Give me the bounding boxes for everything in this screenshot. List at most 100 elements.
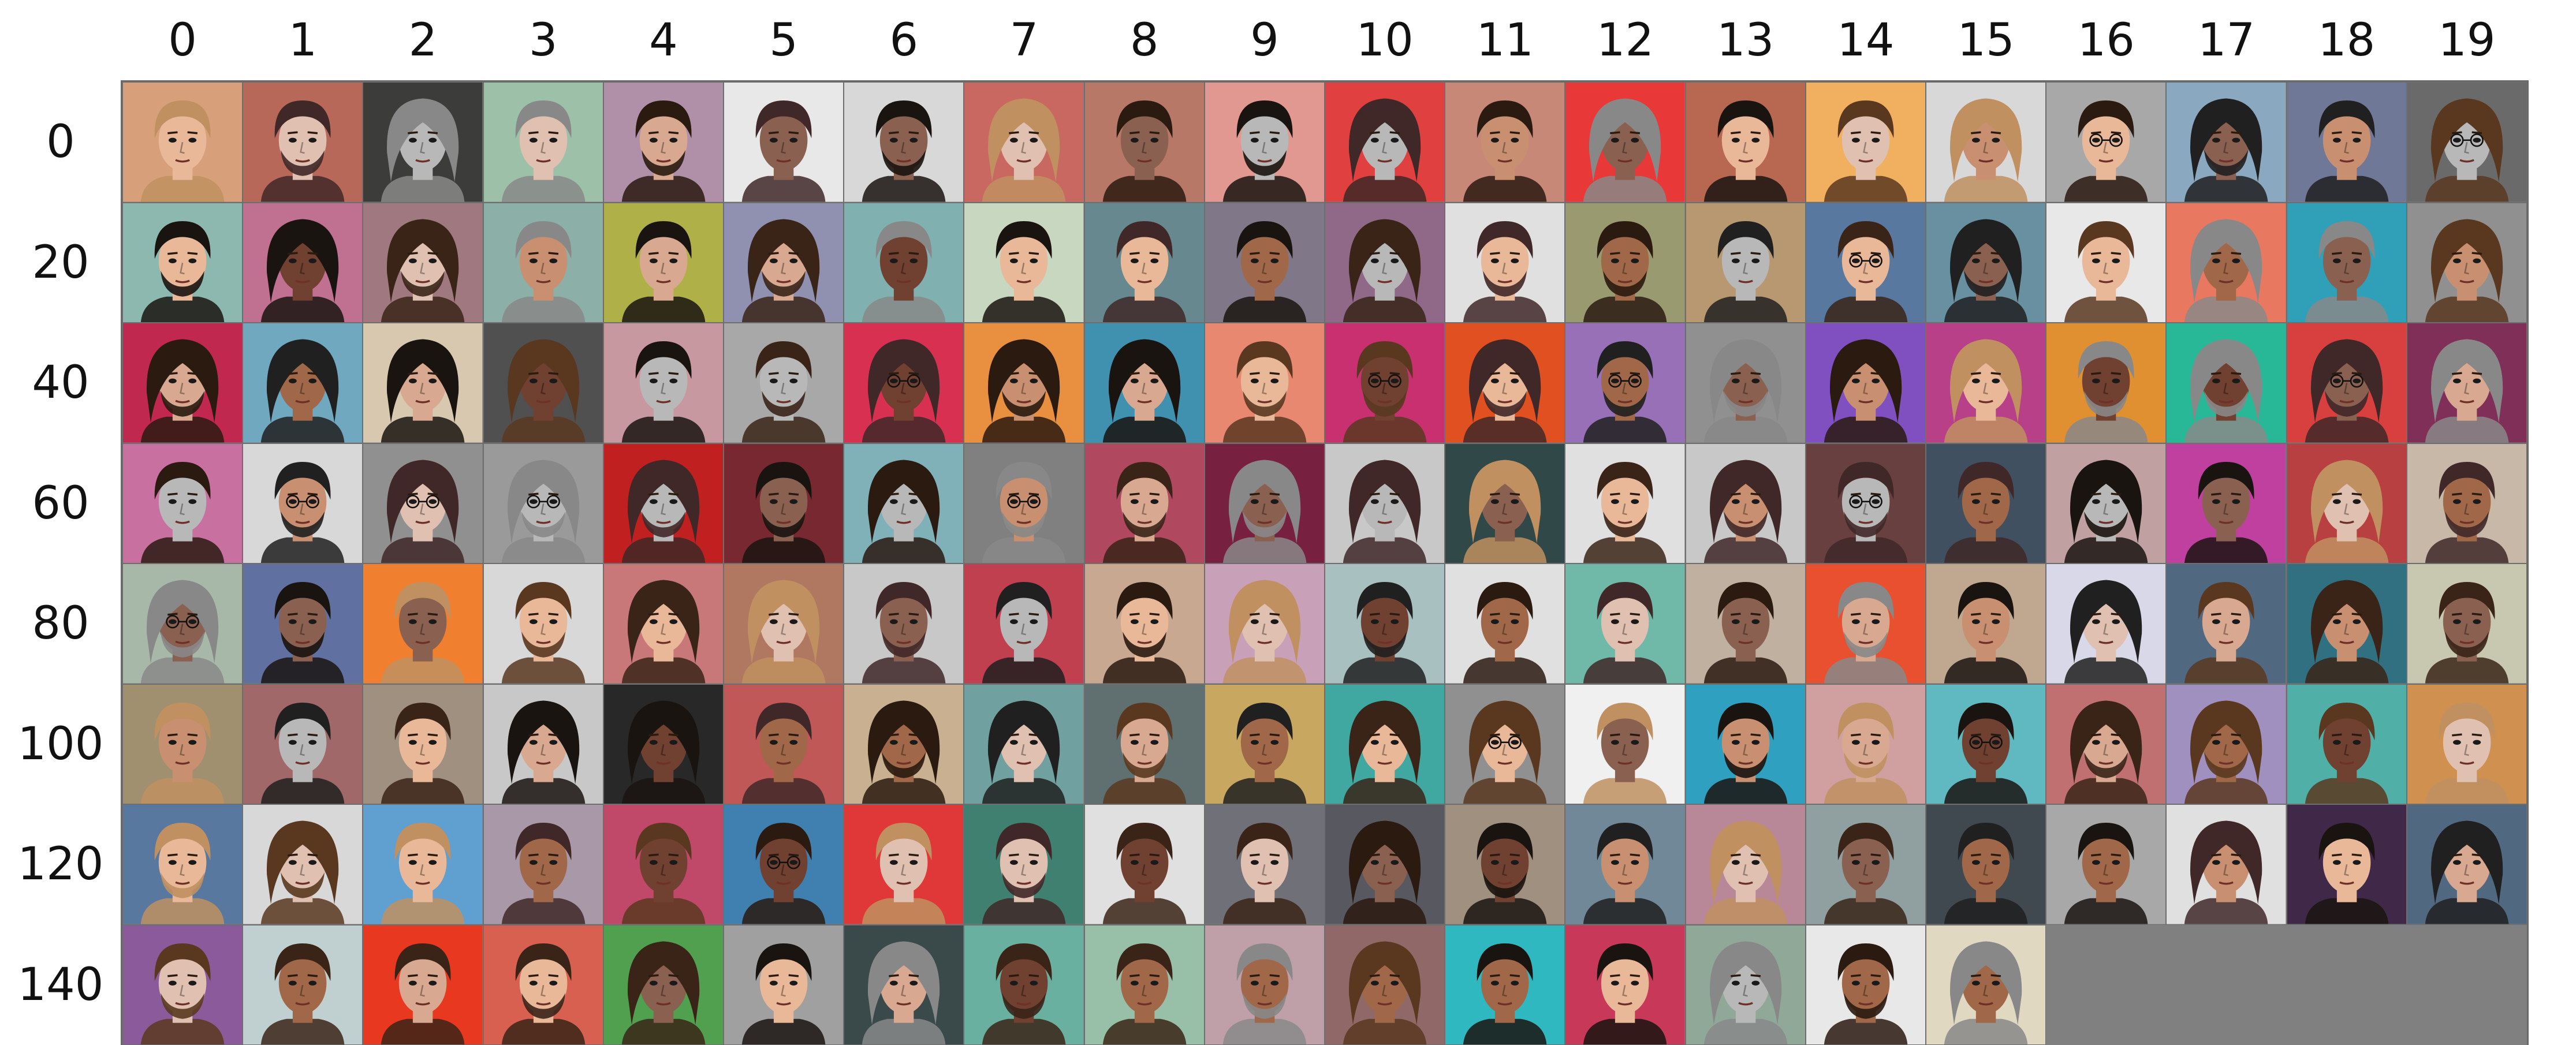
portrait-tile <box>603 82 724 203</box>
portrait-tile <box>603 684 724 804</box>
portrait-tile <box>2406 443 2527 563</box>
portrait-tile <box>1565 924 1686 1045</box>
portrait-tile <box>2286 323 2407 443</box>
row-label: 40 <box>32 357 90 409</box>
portrait-tile <box>2286 82 2407 203</box>
portrait-tile <box>1204 443 1325 563</box>
portrait-tile <box>1805 924 1926 1045</box>
row-label: 60 <box>32 477 90 529</box>
portrait-tile <box>1204 202 1325 323</box>
portrait-tile <box>122 202 243 323</box>
column-label: 0 <box>168 14 197 66</box>
portrait-tile <box>2406 323 2527 443</box>
portrait-tile <box>1084 82 1205 203</box>
column-label: 9 <box>1250 14 1279 66</box>
portrait-tile <box>363 684 483 804</box>
portrait-tile <box>1565 563 1686 684</box>
portrait-tile <box>1685 804 1806 925</box>
portrait-tile <box>2166 82 2287 203</box>
portrait-tile <box>603 443 724 563</box>
portrait-tile <box>2406 563 2527 684</box>
portrait-tile <box>1565 684 1686 804</box>
column-label: 19 <box>2438 14 2496 66</box>
portrait-tile <box>2046 804 2167 925</box>
portrait-tile <box>1805 563 1926 684</box>
portrait-tile <box>844 804 964 925</box>
portrait-tile <box>1926 684 2046 804</box>
column-label: 12 <box>1596 14 1654 66</box>
portrait-tile <box>243 924 363 1045</box>
portrait-tile <box>2046 82 2167 203</box>
portrait-tile <box>1084 924 1205 1045</box>
portrait-tile <box>1084 202 1205 323</box>
portrait-tile <box>724 924 844 1045</box>
portrait-tile <box>363 323 483 443</box>
portrait-tile <box>1325 924 1445 1045</box>
portrait-tile <box>2406 804 2527 925</box>
row-header: 0 20 40 60 80 100 120 140 <box>0 0 121 1045</box>
portrait-tile <box>1445 323 1565 443</box>
portrait-tile <box>1445 82 1565 203</box>
row-label: 140 <box>17 958 104 1011</box>
column-label: 13 <box>1717 14 1775 66</box>
portrait-tile <box>2406 82 2527 203</box>
portrait-tile <box>1805 443 1926 563</box>
column-label: 14 <box>1837 14 1895 66</box>
portrait-tile <box>844 443 964 563</box>
portrait-tile <box>2166 443 2287 563</box>
portrait-tile <box>1565 82 1686 203</box>
portrait-tile <box>964 443 1084 563</box>
row-label: 20 <box>32 236 90 289</box>
portrait-tile <box>844 323 964 443</box>
portrait-tile <box>483 924 603 1045</box>
portrait-tile <box>1685 443 1806 563</box>
row-label: 0 <box>46 116 75 168</box>
portrait-tile <box>2046 202 2167 323</box>
portrait-tile <box>964 82 1084 203</box>
portrait-tile <box>603 323 724 443</box>
column-label: 11 <box>1476 14 1534 66</box>
portrait-tile <box>1685 202 1806 323</box>
portrait-tile <box>1084 323 1205 443</box>
portrait-tile <box>1445 202 1565 323</box>
portrait-tile <box>724 323 844 443</box>
portrait-tile <box>1445 563 1565 684</box>
portrait-tile <box>363 804 483 925</box>
portrait-tile <box>844 684 964 804</box>
column-label: 4 <box>649 14 678 66</box>
portrait-tile <box>603 563 724 684</box>
portrait-tile <box>603 804 724 925</box>
portrait-tile <box>243 804 363 925</box>
portrait-tile <box>483 804 603 925</box>
portrait-tile <box>1445 443 1565 563</box>
portrait-tile <box>1204 684 1325 804</box>
portrait-tile <box>724 684 844 804</box>
column-label: 6 <box>889 14 919 66</box>
portrait-tile <box>1565 202 1686 323</box>
portrait-tile <box>603 202 724 323</box>
portrait-tile <box>122 443 243 563</box>
column-label: 16 <box>2077 14 2135 66</box>
portrait-tile <box>122 924 243 1045</box>
portrait-tile <box>964 563 1084 684</box>
portrait-tile <box>1325 563 1445 684</box>
portrait-tile <box>724 202 844 323</box>
portrait-tile <box>1204 924 1325 1045</box>
portrait-tile <box>483 684 603 804</box>
portrait-tile <box>724 563 844 684</box>
portrait-tile <box>483 82 603 203</box>
portrait-tile <box>243 82 363 203</box>
portrait-tile <box>2166 684 2287 804</box>
portrait-tile <box>2166 323 2287 443</box>
portrait-tile <box>2286 202 2407 323</box>
column-label: 18 <box>2318 14 2376 66</box>
portrait-tile <box>1445 684 1565 804</box>
column-label: 15 <box>1957 14 2015 66</box>
portrait-tile <box>122 684 243 804</box>
portrait-tile <box>724 82 844 203</box>
column-label: 8 <box>1129 14 1159 66</box>
column-header: 0 1 2 3 4 5 6 7 8 9 10 11 12 13 14 15 16 17 18 19 <box>0 0 2576 81</box>
portrait-tile <box>844 563 964 684</box>
portrait-tile <box>724 804 844 925</box>
portrait-tile <box>2046 443 2167 563</box>
